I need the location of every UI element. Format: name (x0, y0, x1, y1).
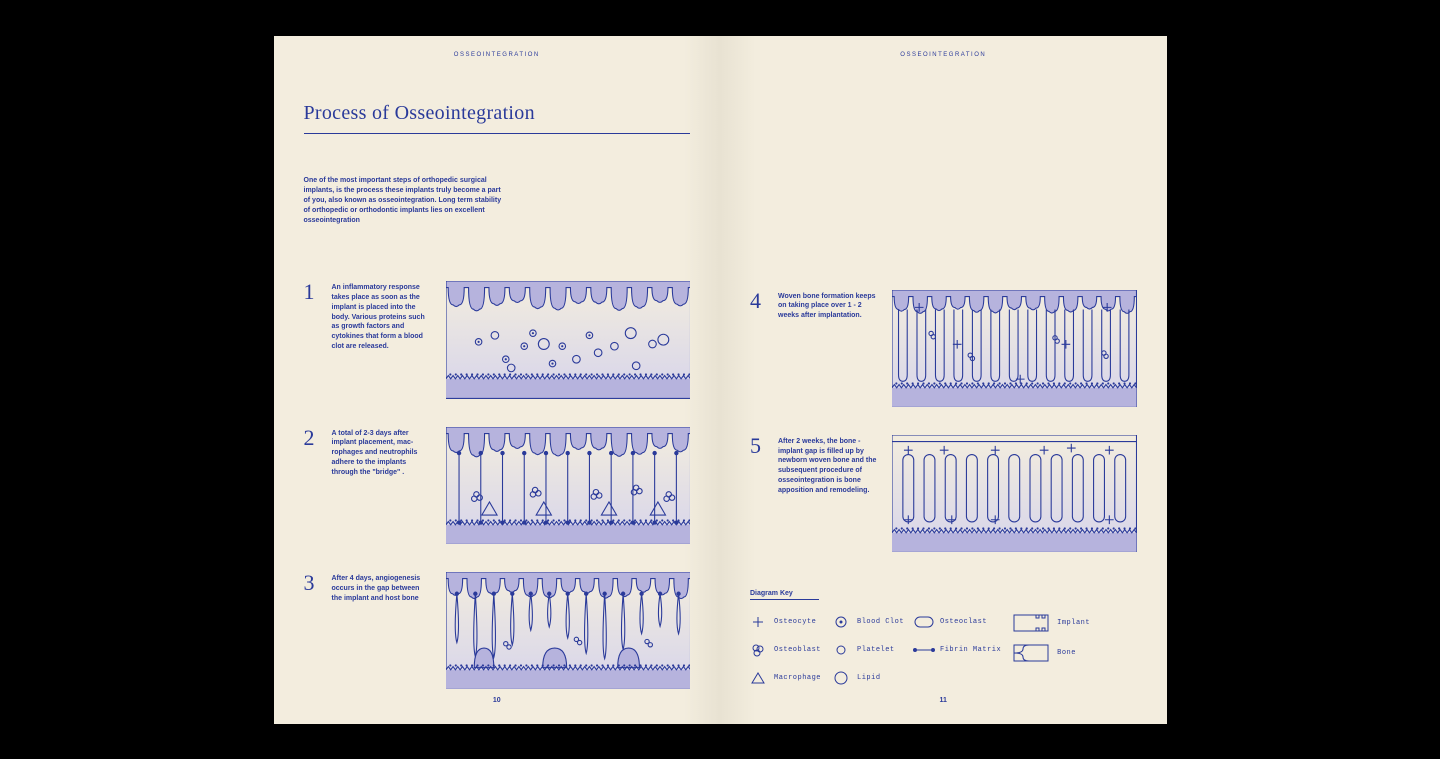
page-number-right: 11 (720, 697, 1167, 704)
key-label: Macrophage (774, 674, 821, 682)
key-label: Fibrin Matrix (940, 646, 1001, 654)
step-number: 4 (750, 290, 764, 312)
intro-paragraph: One of the most important steps of ortho… (304, 176, 504, 227)
page-title: Process of Osseointegration (304, 102, 691, 134)
step-number: 5 (750, 435, 764, 457)
step-4: 4 Woven bone formation keeps on taking p… (750, 290, 1137, 407)
bloodclot-icon (833, 614, 849, 630)
book-spread: OSSEOINTEGRATION Process of Osseointegra… (274, 36, 1167, 724)
step-diagram-3 (446, 572, 691, 689)
macrophage-icon (750, 670, 766, 686)
key-label: Implant (1057, 619, 1090, 627)
right-page: OSSEOINTEGRATION 4 Woven bone formation … (720, 36, 1167, 724)
platelet-icon (833, 642, 849, 658)
step-text: Woven bone formation keeps on taking pla… (778, 290, 878, 321)
key-item-osteoblast: Osteoblast (750, 642, 821, 658)
step-diagram-1 (446, 281, 691, 398)
implant-icon (1013, 614, 1049, 632)
key-label: Blood Clot (857, 618, 904, 626)
step-diagram-5 (892, 435, 1137, 552)
step-number: 2 (304, 427, 318, 449)
steps-left: 1 An inflammatory response takes place a… (304, 281, 691, 689)
step-text: An inflammatory response takes place as … (332, 281, 432, 352)
key-label: Lipid (857, 674, 881, 682)
key-item-platelet: Platelet (833, 642, 904, 658)
key-label: Platelet (857, 646, 895, 654)
step-diagram-2 (446, 427, 691, 544)
step-text: After 4 days, angiogenesis occurs in the… (332, 572, 432, 603)
step-3: 3 After 4 days, angiogenesis occurs in t… (304, 572, 691, 689)
step-number: 1 (304, 281, 318, 303)
running-head-right: OSSEOINTEGRATION (750, 52, 1137, 58)
key-item-osteoclast: Osteoclast (916, 614, 1001, 630)
diagram-key-title: Diagram Key (750, 590, 819, 600)
fibrin-icon (916, 642, 932, 658)
key-label: Bone (1057, 649, 1076, 657)
left-page: OSSEOINTEGRATION Process of Osseointegra… (274, 36, 721, 724)
key-item-lipid: Lipid (833, 670, 904, 686)
step-text: A total of 2-3 days after implant placem… (332, 427, 432, 478)
step-5: 5 After 2 weeks, the bone - implant gap … (750, 435, 1137, 552)
running-head-left: OSSEOINTEGRATION (304, 52, 691, 58)
key-item-macrophage: Macrophage (750, 670, 821, 686)
diagram-key-grid: Osteocyte Osteoblast Macrophage Blood Cl… (750, 614, 1137, 686)
key-item-fibrin: Fibrin Matrix (916, 642, 1001, 658)
step-text: After 2 weeks, the bone - implant gap is… (778, 435, 878, 496)
key-item-bloodclot: Blood Clot (833, 614, 904, 630)
key-item-osteocyte: Osteocyte (750, 614, 821, 630)
key-label: Osteoblast (774, 646, 821, 654)
diagram-key-section: Diagram Key Osteocyte Osteoblast Macroph… (750, 582, 1137, 686)
lipid-icon (833, 670, 849, 686)
key-item-implant: Implant (1013, 614, 1090, 632)
step-2: 2 A total of 2-3 days after implant plac… (304, 427, 691, 544)
page-number-left: 10 (274, 697, 721, 704)
key-label: Osteocyte (774, 618, 816, 626)
key-item-bone: Bone (1013, 644, 1090, 662)
step-number: 3 (304, 572, 318, 594)
bone-icon (1013, 644, 1049, 662)
key-label: Osteoclast (940, 618, 987, 626)
osteoblast-icon (750, 642, 766, 658)
step-1: 1 An inflammatory response takes place a… (304, 281, 691, 398)
step-diagram-4 (892, 290, 1137, 407)
steps-right: 4 Woven bone formation keeps on taking p… (750, 290, 1137, 553)
osteocyte-icon (750, 614, 766, 630)
osteoclast-icon (916, 614, 932, 630)
